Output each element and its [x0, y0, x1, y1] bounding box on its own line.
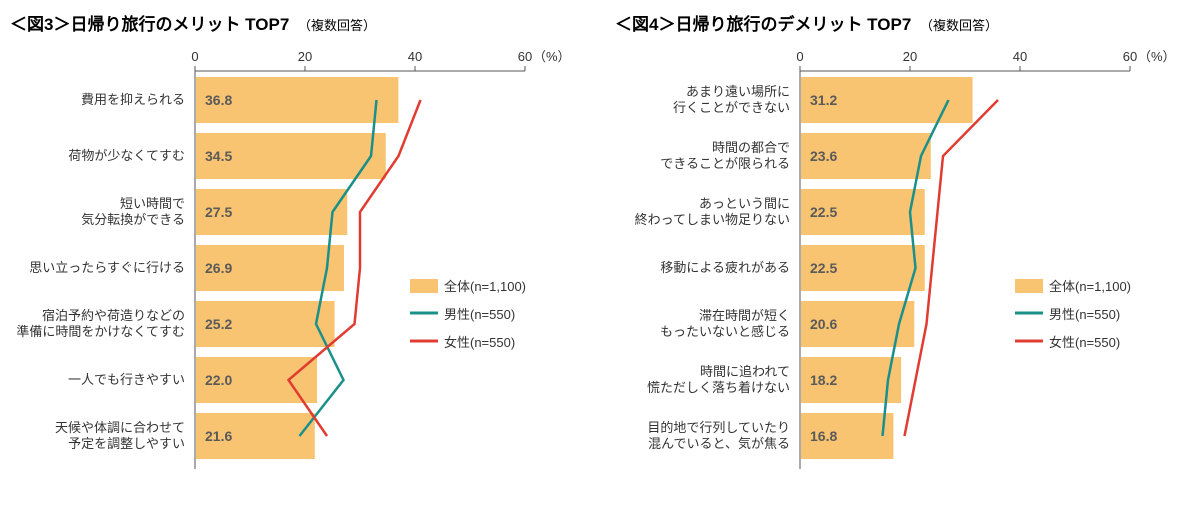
chart3-bar-value: 36.8 [205, 92, 232, 108]
chart4-category-label: 慌ただしく落ち着けない [647, 380, 790, 395]
legend-label-male: 男性(n=550) [444, 307, 515, 322]
chart4-subtitle: （複数回答） [920, 18, 998, 33]
chart4-bar-value: 16.8 [810, 428, 837, 444]
chart3-bar-value: 34.5 [205, 148, 232, 164]
chart3-svg: 0 20 40 60（%） 36.8 費用を抑えられる 34.5 荷物が少なくてすむ 27.5 短… [10, 41, 595, 506]
chart4-category-label: 目的地で行列していたり [647, 420, 790, 435]
legend-label-all: 全体(n=1,100) [444, 279, 526, 294]
chart4-category-label: 時間に追われて [700, 364, 790, 379]
chart4-category-label: もったいないと感じる [660, 324, 790, 339]
chart3-category-label: 天候や体調に合わせて [55, 420, 185, 435]
chart3-bar-value: 27.5 [205, 204, 232, 220]
chart3-bar-value: 22.0 [205, 372, 232, 388]
chart4-category-label: あまり遠い場所に [686, 84, 790, 99]
chart-demerit: ＜図4＞日帰り旅行のデメリット TOP7 （複数回答） 0 20 40 60（%） 31… [615, 10, 1200, 506]
legend-swatch-all [410, 279, 438, 293]
chart3-bar-value: 25.2 [205, 316, 232, 332]
legend-swatch-all [1015, 279, 1043, 293]
chart4-bar-value: 31.2 [810, 92, 837, 108]
chart4-bar-value: 20.6 [810, 316, 837, 332]
chart3-title-text: ＜図3＞日帰り旅行のメリット TOP7 [10, 15, 289, 34]
chart3-category-label: 準備に時間をかけなくてすむ [16, 324, 185, 339]
chart4-bar-value: 22.5 [810, 260, 837, 276]
chart4-category-label: 時間の都合で [712, 140, 790, 155]
axis-tick-label: 40 [408, 49, 422, 64]
axis-tick-label: 0 [796, 49, 803, 64]
chart4-title-text: ＜図4＞日帰り旅行のデメリット TOP7 [615, 15, 911, 34]
legend-label-male: 男性(n=550) [1049, 307, 1120, 322]
chart3-title: ＜図3＞日帰り旅行のメリット TOP7 （複数回答） [10, 10, 595, 35]
chart4-category-label: 行くことができない [673, 100, 790, 115]
axis-tick-label: 60 [1123, 49, 1137, 64]
chart4-category-label: できることが限られる [660, 156, 790, 171]
axis-tick-label: 20 [903, 49, 917, 64]
axis-tick-label: 60 [518, 49, 532, 64]
axis-unit: （%） [533, 49, 571, 64]
legend-label-female: 女性(n=550) [1049, 335, 1120, 350]
chart4-category-label: 終わってしまい物足りない [635, 212, 790, 227]
axis-tick-label: 40 [1013, 49, 1027, 64]
chart4-category-label: 混んでいると、気が焦る [648, 436, 790, 451]
chart4-bar-value: 22.5 [810, 204, 837, 220]
legend-label-female: 女性(n=550) [444, 335, 515, 350]
chart3-category-label: 荷物が少なくてすむ [68, 148, 185, 163]
chart3-category-label: 思い立ったらすぐに行ける [29, 260, 185, 275]
chart3-category-label: 気分転換ができる [81, 212, 185, 227]
chart4-category-label: 移動による疲れがある [660, 260, 790, 275]
axis-tick-label: 0 [191, 49, 198, 64]
chart4-category-label: あっという間に [699, 196, 790, 211]
chart4-bar-value: 23.6 [810, 148, 837, 164]
legend-label-all: 全体(n=1,100) [1049, 279, 1131, 294]
axis-unit: （%） [1138, 49, 1176, 64]
chart3-category-label: 短い時間で [120, 196, 185, 211]
chart4-svg: 0 20 40 60（%） 31.2 あまり遠い場所に行くことができない 23.6 時間の都合… [615, 41, 1200, 506]
axis-tick-label: 20 [298, 49, 312, 64]
chart3-subtitle: （複数回答） [298, 18, 376, 33]
chart3-category-label: 宿泊予約や荷造りなどの [42, 308, 185, 323]
chart3-bar-value: 21.6 [205, 428, 232, 444]
chart3-bar-value: 26.9 [205, 260, 232, 276]
chart3-category-label: 一人でも行きやすい [68, 372, 185, 387]
chart-merit: ＜図3＞日帰り旅行のメリット TOP7 （複数回答） 0 20 40 60（%） 36.… [10, 10, 595, 506]
chart4-category-label: 滞在時間が短く [699, 308, 790, 323]
chart4-bar-value: 18.2 [810, 372, 837, 388]
chart3-category-label: 予定を調整しやすい [68, 436, 185, 451]
chart4-title: ＜図4＞日帰り旅行のデメリット TOP7 （複数回答） [615, 10, 1200, 35]
chart3-category-label: 費用を抑えられる [81, 92, 185, 107]
